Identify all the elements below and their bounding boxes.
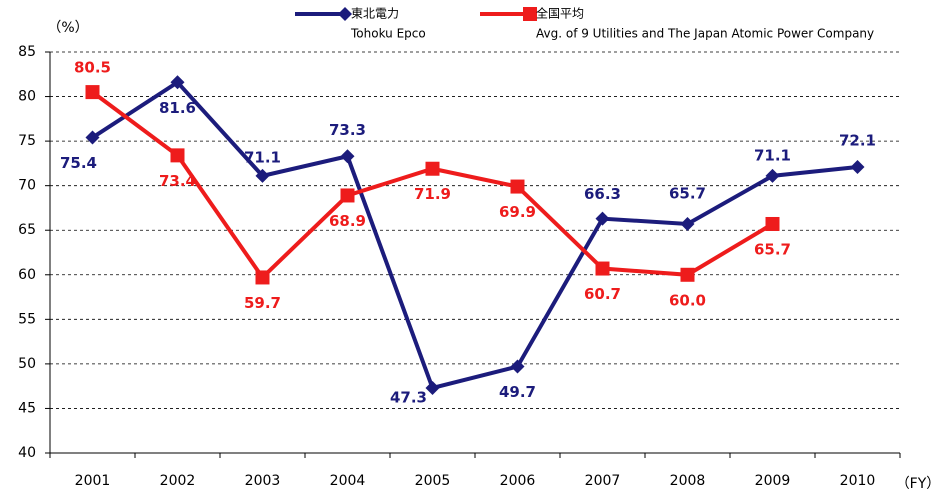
y-tick-label: 85: [18, 44, 36, 60]
value-label: 72.1: [839, 131, 876, 149]
value-label: 59.7: [244, 294, 281, 312]
x-tick-label: 2008: [670, 473, 706, 489]
y-tick-label: 60: [18, 267, 36, 283]
marker: [765, 168, 780, 183]
marker: [595, 211, 610, 226]
x-tick-label: 2001: [75, 473, 111, 489]
x-tick-label: 2003: [245, 473, 281, 489]
value-label: 69.9: [499, 203, 536, 221]
value-label: 73.4: [159, 172, 196, 190]
marker: [85, 85, 100, 100]
x-axis-label: （FY）: [896, 476, 937, 492]
marker: [255, 270, 270, 285]
value-label: 71.1: [244, 148, 281, 166]
x-tick-label: 2005: [415, 473, 451, 489]
y-tick-label: 40: [18, 445, 36, 461]
y-tick-label: 80: [18, 89, 36, 105]
legend-label: 全国平均: [536, 6, 584, 21]
marker: [510, 179, 525, 194]
y-tick-label: 70: [18, 178, 36, 194]
value-label: 73.3: [329, 121, 366, 139]
y-tick-label: 45: [18, 400, 36, 416]
y-axis-label: （%）: [47, 20, 88, 36]
marker: [170, 148, 185, 163]
marker: [338, 7, 352, 21]
value-label: 65.7: [669, 184, 706, 202]
legend-subtitle: Tohoku Epco: [350, 27, 426, 41]
x-tick-label: 2010: [840, 473, 876, 489]
value-label: 65.7: [754, 240, 791, 258]
value-label: 68.9: [329, 212, 366, 230]
value-label: 71.9: [414, 185, 451, 203]
marker: [680, 216, 695, 231]
y-tick-label: 55: [18, 311, 36, 327]
value-label: 80.5: [74, 59, 111, 77]
marker: [765, 216, 780, 231]
y-tick-label: 75: [18, 133, 36, 149]
x-tick-label: 2009: [755, 473, 791, 489]
value-label: 60.0: [669, 291, 706, 309]
marker: [340, 149, 355, 164]
marker: [850, 159, 865, 174]
y-tick-label: 65: [18, 222, 36, 238]
value-label: 75.4: [60, 154, 97, 172]
marker: [425, 161, 440, 176]
legend-subtitle: Avg. of 9 Utilities and The Japan Atomic…: [536, 27, 874, 41]
x-tick-label: 2002: [160, 473, 196, 489]
value-label: 60.7: [584, 285, 621, 303]
marker: [523, 7, 537, 21]
legend-label: 東北電力: [351, 7, 399, 21]
y-tick-label: 50: [18, 356, 36, 372]
value-label: 81.6: [159, 99, 196, 117]
marker: [680, 267, 695, 282]
value-label: 71.1: [754, 146, 791, 164]
x-tick-label: 2006: [500, 473, 536, 489]
series-line: [91, 79, 858, 391]
x-tick-label: 2007: [585, 473, 621, 489]
marker: [170, 75, 185, 90]
marker: [510, 359, 525, 374]
marker: [595, 261, 610, 276]
value-label: 66.3: [584, 185, 621, 203]
marker: [255, 168, 270, 183]
x-tick-label: 2004: [330, 473, 366, 489]
marker: [425, 380, 440, 395]
value-label: 49.7: [499, 383, 536, 401]
marker: [340, 188, 355, 203]
value-label: 47.3: [390, 388, 427, 406]
marker: [85, 130, 100, 145]
